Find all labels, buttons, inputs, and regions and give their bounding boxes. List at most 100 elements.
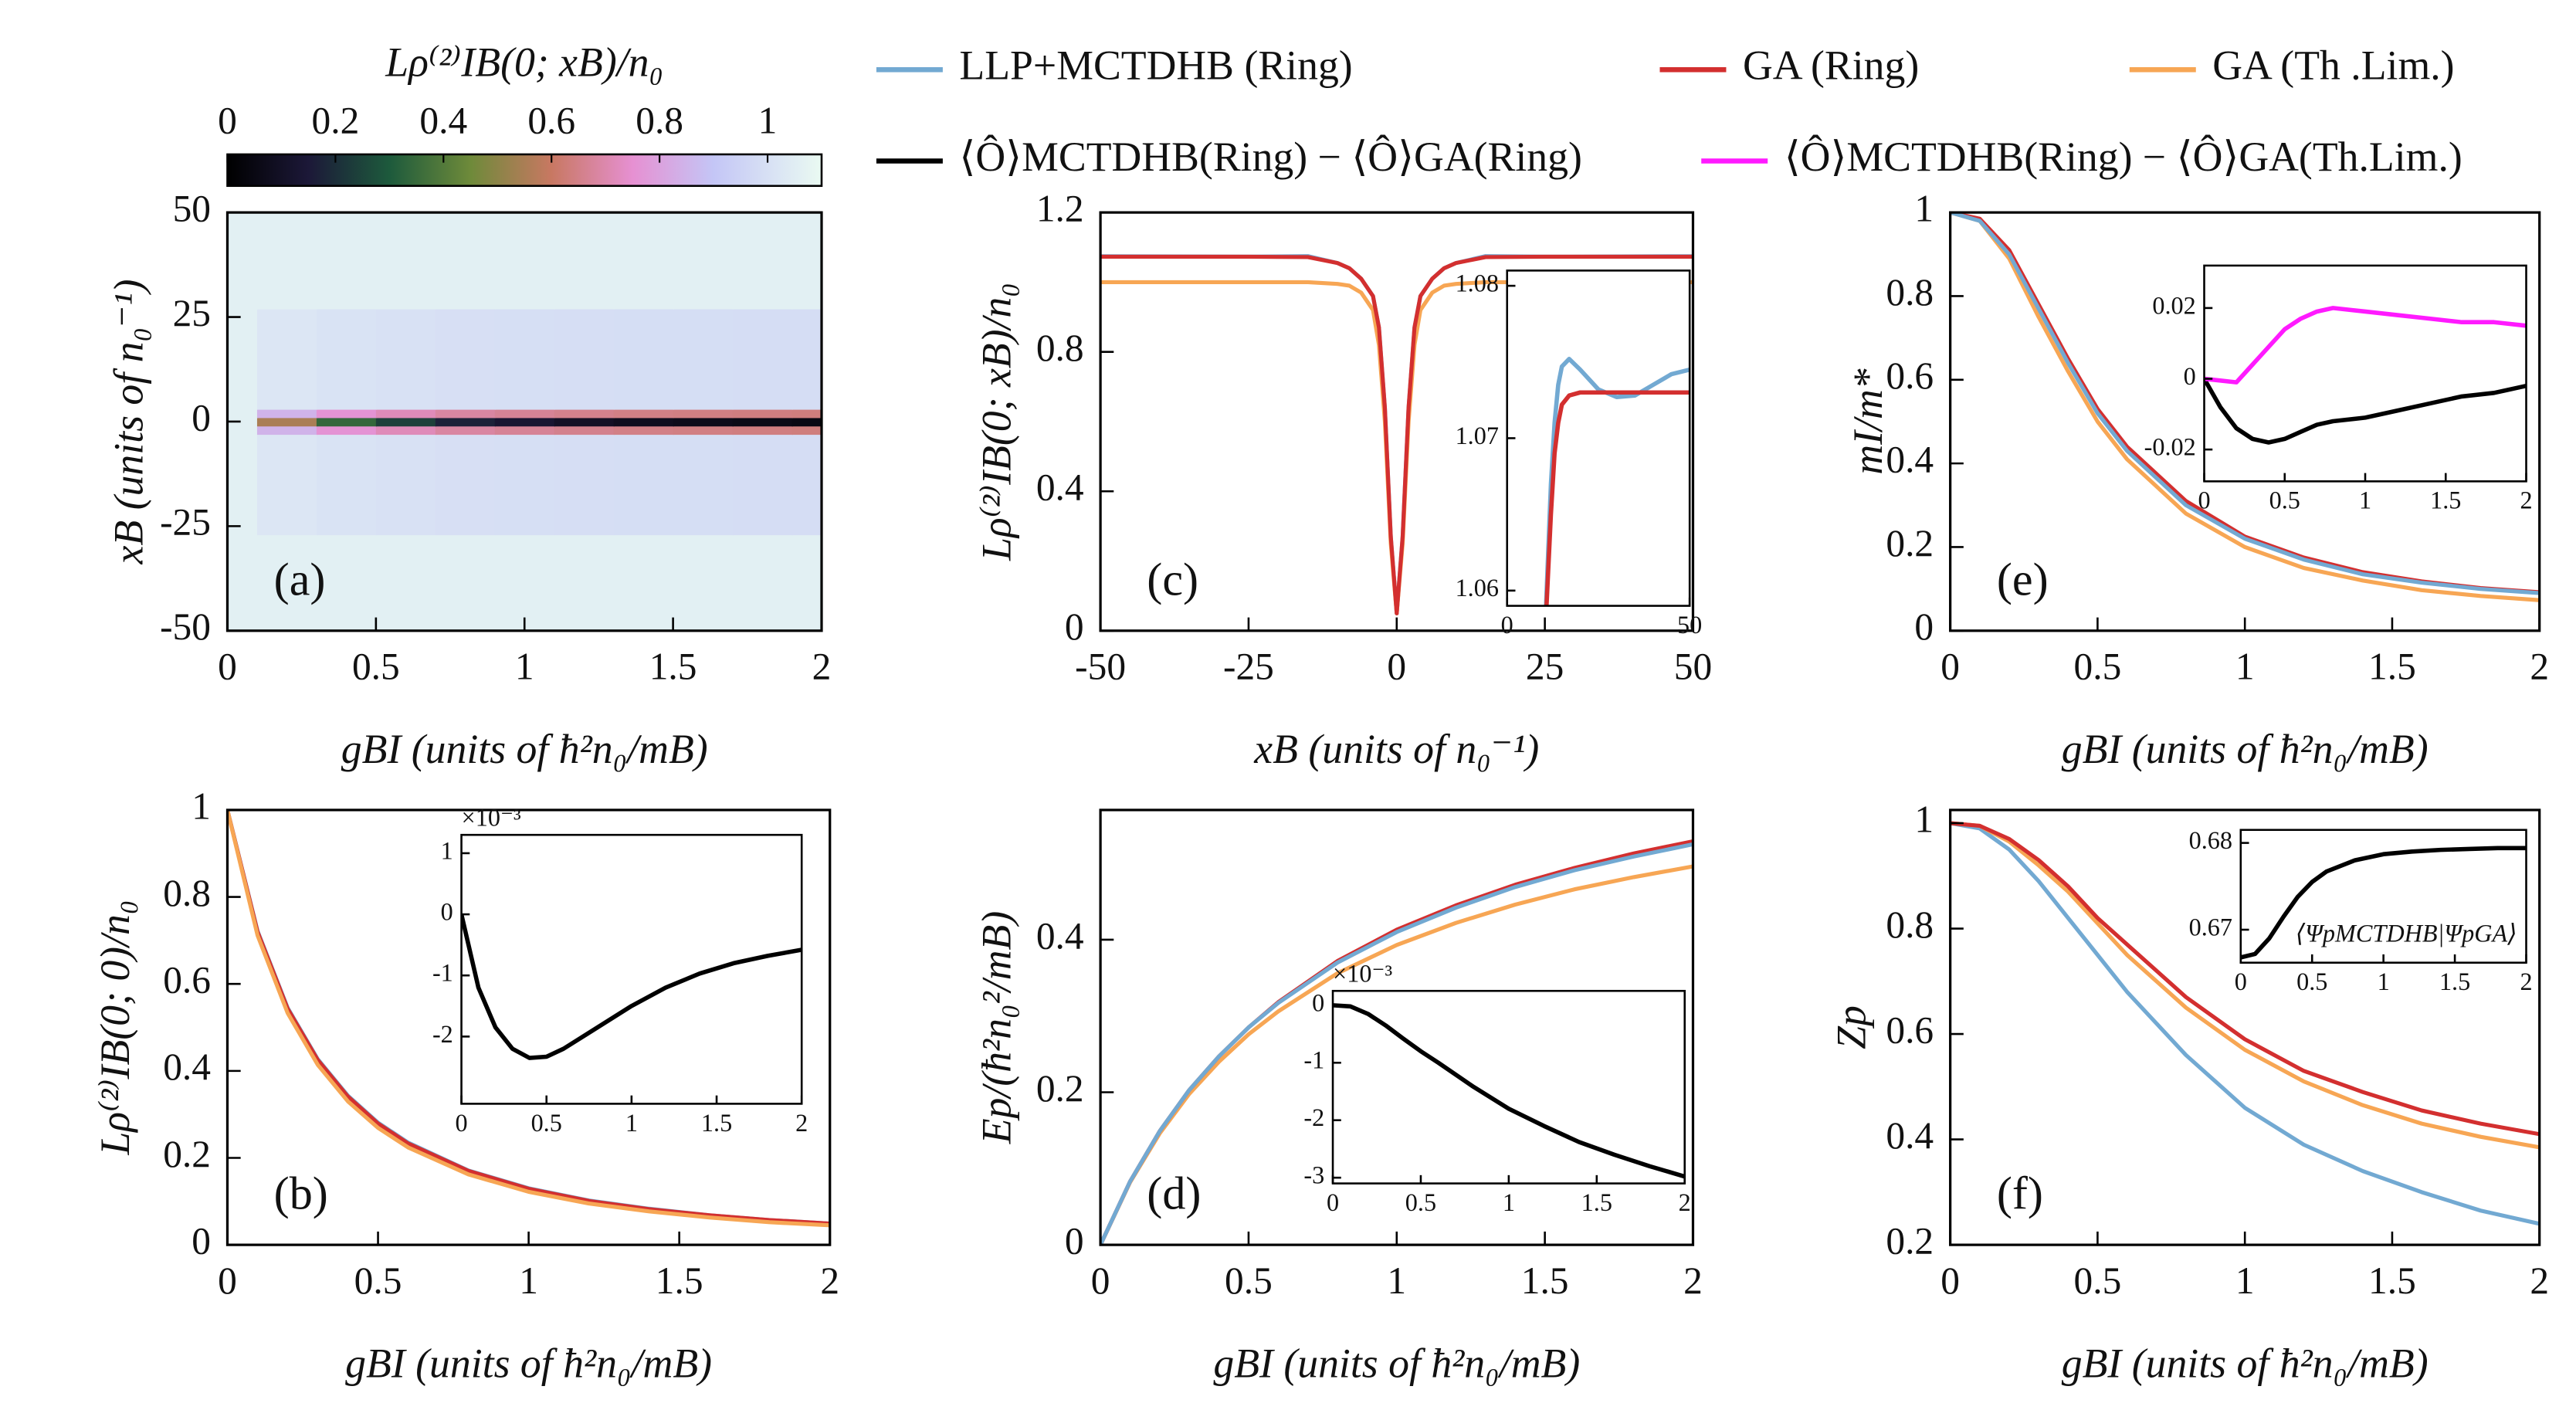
x-tick-label: 1.5 <box>1581 1188 1612 1216</box>
y-tick-label: -1 <box>1303 1046 1324 1074</box>
heatmap-cell <box>494 212 556 310</box>
heatmap-cell <box>494 417 556 427</box>
inset-annotation: ⟨ΨpMCTDHB|ΨpGA⟩ <box>2296 920 2517 947</box>
x-axis-label: gBI (units of ħ²n₀/mB) <box>345 1341 712 1387</box>
y-tick-label: 0.4 <box>1036 466 1084 509</box>
x-tick-label: 0 <box>1327 1188 1339 1216</box>
series-line <box>1333 1003 1685 1179</box>
legend-label: ⟨Ô⟩MCTDHB(Ring) − ⟨Ô⟩GA(Th.Lim.) <box>1785 134 2462 180</box>
heatmap-cell <box>791 308 823 410</box>
colorbar-tick-label: 0.2 <box>312 100 360 142</box>
series-line <box>2204 378 2527 445</box>
x-tick-label: 1 <box>625 1109 638 1137</box>
heatmap-cell <box>732 408 793 419</box>
colorbar-tick-label: 1 <box>758 100 778 142</box>
colorbar <box>226 153 823 188</box>
heatmap-cell <box>435 534 497 632</box>
inset-background <box>1333 991 1685 1184</box>
heatmap-cell <box>673 408 734 419</box>
x-tick-label: 0.5 <box>354 1259 402 1302</box>
heatmap-cell <box>375 434 437 536</box>
heatmap-cell <box>316 425 378 436</box>
heatmap-cell <box>613 434 674 536</box>
heatmap-cell <box>554 417 615 427</box>
y-tick-label: 0.4 <box>163 1046 211 1088</box>
x-tick-label: 0 <box>2198 486 2210 514</box>
heatmap-cell <box>256 308 318 410</box>
heatmap-cell <box>554 308 615 410</box>
y-tick-label: 0.6 <box>163 959 211 1002</box>
legend-label: GA (Ring) <box>1743 42 1919 89</box>
heatmap-cell <box>732 534 793 632</box>
inset-multiplier: ×10⁻³ <box>462 803 521 831</box>
heatmap-cell <box>227 434 259 536</box>
heatmap-cell <box>256 434 318 536</box>
y-tick-label: 50 <box>173 187 211 229</box>
y-tick-label: 0.67 <box>2189 913 2232 941</box>
heatmap-cell <box>494 408 556 419</box>
series-line <box>1950 821 2540 1137</box>
heatmap-cell <box>227 212 259 310</box>
y-tick-label: 25 <box>173 292 211 334</box>
y-tick-label: 0.8 <box>1886 271 1934 314</box>
heatmap-cell <box>732 308 793 410</box>
y-tick-label: 0.8 <box>1886 903 1934 946</box>
x-tick-label: -50 <box>1075 646 1126 688</box>
heatmap-cell <box>613 408 674 419</box>
y-tick-label: 1 <box>1914 798 1934 840</box>
x-tick-label: -25 <box>1223 646 1274 688</box>
heatmap-cell <box>613 425 674 436</box>
heatmap-cell <box>256 534 318 632</box>
y-tick-label: 0.2 <box>1886 522 1934 564</box>
series-line <box>227 809 830 1226</box>
x-tick-label: 0 <box>1501 611 1513 639</box>
legend-label: GA (Th .Lim.) <box>2212 42 2454 89</box>
x-tick-label: 0.5 <box>1405 1188 1436 1216</box>
x-tick-label: 1.5 <box>2430 486 2461 514</box>
colorbar-tick-label: 0.8 <box>636 100 683 142</box>
series-line <box>1950 821 2540 1226</box>
x-tick-label: 0.5 <box>1225 1259 1273 1302</box>
inset-background <box>461 835 802 1104</box>
y-tick-label: 0 <box>1065 1219 1084 1262</box>
x-tick-label: 2 <box>1679 1188 1691 1216</box>
series-line <box>227 809 830 1228</box>
heatmap-cell <box>554 534 615 632</box>
heatmap-cell <box>316 417 378 427</box>
series-line <box>1950 212 2540 595</box>
x-tick-label: 2 <box>2520 486 2532 514</box>
heatmap-cell <box>256 417 318 427</box>
series-line <box>1950 212 2540 602</box>
y-axis-label: mI/m* <box>1845 368 1891 474</box>
x-tick-label: 1 <box>1387 1259 1406 1302</box>
y-tick-label: 1 <box>441 836 453 864</box>
y-tick-label: 1.07 <box>1456 422 1499 449</box>
x-tick-label: 0 <box>1940 646 1960 688</box>
x-tick-label: 2 <box>795 1109 808 1137</box>
inset-background <box>1507 270 1690 606</box>
x-tick-label: 50 <box>1677 611 1702 639</box>
heatmap-cell <box>554 212 615 310</box>
y-axis-label: Ep/(ħ²n₀²/mB) <box>973 911 1019 1145</box>
x-axis-label: gBI (units of ħ²n₀/mB) <box>2062 1341 2429 1387</box>
heatmap-cell <box>613 212 674 310</box>
heatmap-cell <box>494 308 556 410</box>
x-tick-label: 2 <box>2520 968 2532 995</box>
series-line <box>1100 842 1693 1246</box>
colorbar-tick-label: 0 <box>218 100 237 142</box>
x-tick-label: 0 <box>1940 1259 1960 1302</box>
y-tick-label: 1.06 <box>1456 574 1499 602</box>
y-tick-label: 0.6 <box>1886 354 1934 397</box>
heatmap-cell <box>494 425 556 436</box>
heatmap-cell <box>791 417 823 427</box>
x-tick-label: 0 <box>218 646 237 688</box>
heatmap-cell <box>256 408 318 419</box>
y-tick-label: 1 <box>192 785 211 827</box>
heatmap-cell <box>613 308 674 410</box>
inset-background <box>2240 829 2527 963</box>
y-tick-label: -3 <box>1303 1161 1324 1189</box>
y-tick-label: 1 <box>1914 187 1934 229</box>
colorbar-tick-label: 0.6 <box>527 100 575 142</box>
heatmap-cell <box>316 534 378 632</box>
heatmap-cell <box>375 425 437 436</box>
